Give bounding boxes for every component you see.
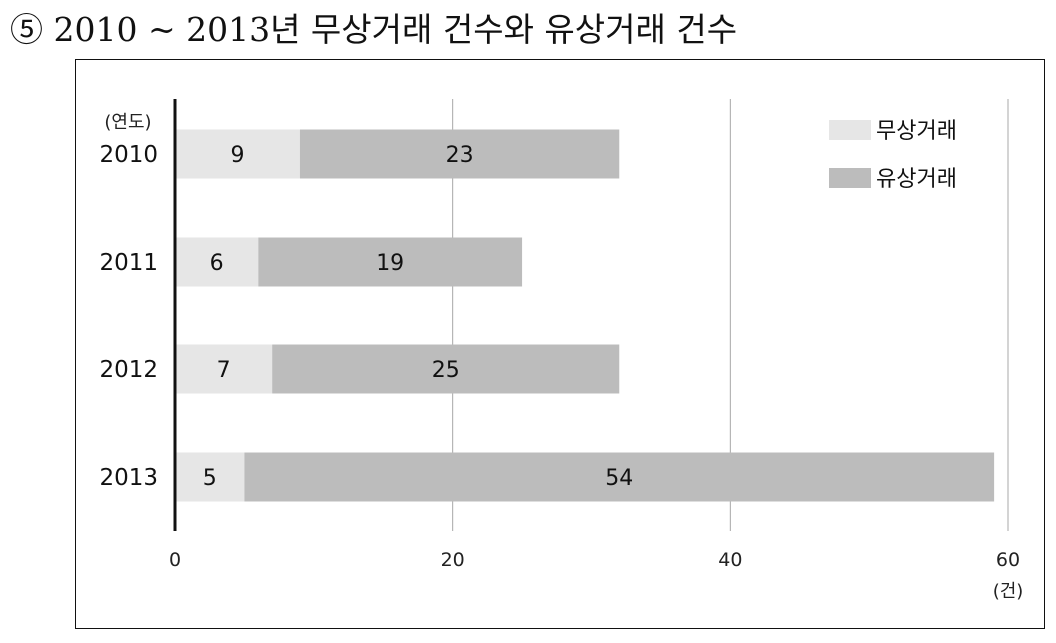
bar-label-무상거래-2013: 5 [203,466,217,491]
legend-label-무상거래: 무상거래 [876,119,957,144]
bar-무상거래-2011 [175,237,259,287]
bar-label-유상거래-2013: 54 [605,466,633,491]
x-unit-label: (건) [993,581,1024,602]
category-unit-label: (연도) [104,112,151,133]
category-label-2010: 2010 [99,142,158,168]
bar-label-유상거래-2011: 19 [376,251,404,276]
category-label-2013: 2013 [99,465,158,491]
bar-무상거래-2010 [175,129,300,179]
x-tick-label-60: 60 [996,549,1020,571]
bar-유상거래-2013 [244,452,995,502]
legend-swatch-유상거래 [829,168,871,188]
bar-유상거래-2012 [272,344,620,394]
bar-label-유상거래-2010: 23 [446,143,474,168]
x-tick-label-40: 40 [718,549,742,571]
bar-유상거래-2010 [299,129,620,179]
bar-label-무상거래-2012: 7 [217,358,231,383]
category-label-2011: 2011 [99,250,158,276]
bar-무상거래-2012 [175,344,273,394]
x-tick-label-20: 20 [441,549,465,571]
bar-label-유상거래-2012: 25 [432,358,460,383]
bar-유상거래-2011 [258,237,523,287]
category-label-2012: 2012 [99,357,158,383]
x-tick-label-0: 0 [169,549,181,571]
bar-무상거래-2013 [175,452,245,502]
legend-swatch-무상거래 [829,120,871,140]
bar-label-무상거래-2011: 6 [210,251,224,276]
bar-label-무상거래-2010: 9 [230,143,244,168]
page-title: ⑤ 2010 ~ 2013년 무상거래 건수와 유상거래 건수 [10,10,738,49]
chart-frame [75,59,1045,629]
legend-label-유상거래: 유상거래 [876,167,957,192]
